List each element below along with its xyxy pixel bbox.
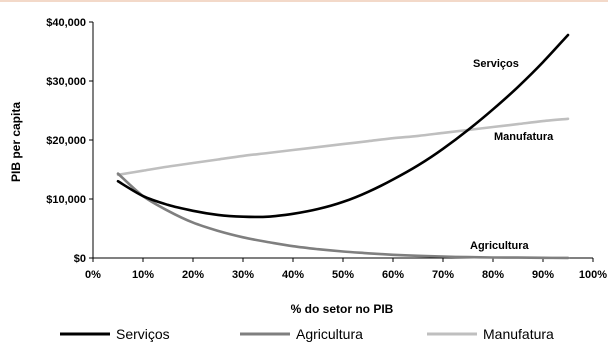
x-tick-label: 20% — [182, 269, 204, 281]
y-tick-label: $30,000 — [46, 76, 86, 88]
x-tick-label: 100% — [579, 269, 607, 281]
x-tick-label: 60% — [382, 269, 404, 281]
series-line-servicos — [116, 33, 570, 219]
x-axis-title: % do setor no PIB — [291, 302, 394, 316]
legend-label-manufatura: Manufatura — [483, 326, 554, 342]
annotation-manufatura: Manufatura — [494, 131, 554, 143]
series-lines — [116, 33, 570, 260]
series-line-agricultura — [116, 172, 570, 260]
annotation-agricultura: Agricultura — [470, 240, 530, 252]
annotation-servicos: Serviços — [473, 58, 519, 70]
x-tick-label: 30% — [232, 269, 254, 281]
x-tick-label: 50% — [332, 269, 354, 281]
y-axis-ticks: $0 $10,000 $20,000 $30,000 $40,000 — [46, 17, 93, 265]
y-tick-label: $40,000 — [46, 17, 86, 29]
x-tick-label: 70% — [432, 269, 454, 281]
x-tick-label: 40% — [282, 269, 304, 281]
x-tick-label: 90% — [532, 269, 554, 281]
y-tick-label: $0 — [74, 253, 86, 265]
series-line-manufatura — [116, 117, 570, 177]
x-axis-ticks: 0% 10% 20% 30% 40% 50% 60% 70% 80% 90% 100% — [85, 258, 607, 281]
y-tick-label: $10,000 — [46, 194, 86, 206]
legend-label-agricultura: Agricultura — [296, 326, 363, 342]
y-axis-title: PIB per capita — [9, 102, 23, 182]
x-tick-label: 10% — [132, 269, 154, 281]
x-tick-label: 0% — [85, 269, 101, 281]
plot-area: $0 $10,000 $20,000 $30,000 $40,000 0% 10% 20% 3… — [46, 17, 607, 281]
legend: Serviços Agricultura Manufatura — [60, 326, 554, 342]
top-rule — [0, 0, 608, 2]
y-tick-label: $20,000 — [46, 135, 86, 147]
legend-label-servicos: Serviços — [116, 326, 170, 342]
x-tick-label: 80% — [482, 269, 504, 281]
